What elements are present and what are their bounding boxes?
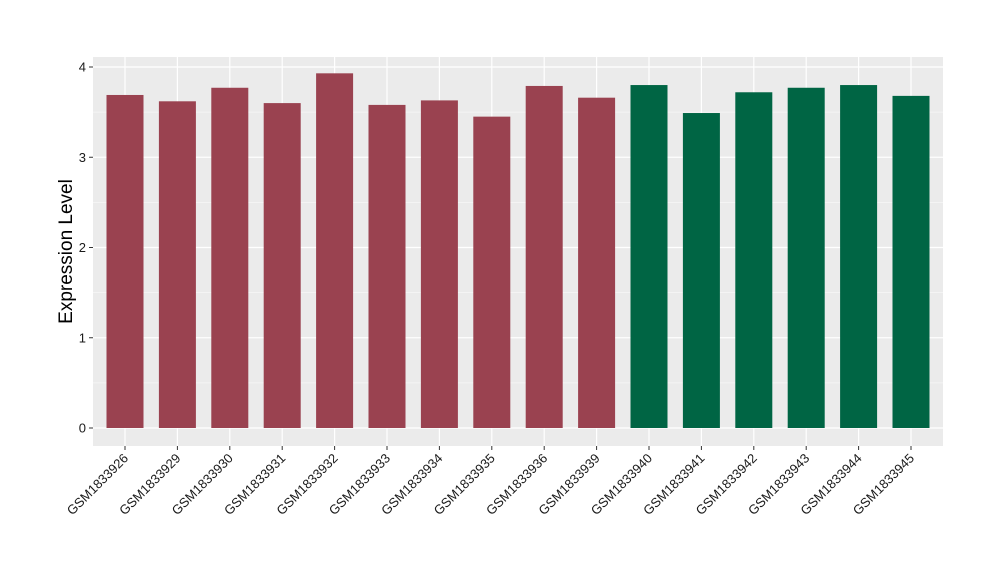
- bar-GSM1833926: [106, 94, 144, 428]
- bar-GSM1833943: [787, 87, 825, 428]
- y-axis-title: Expression Level: [56, 179, 77, 324]
- bar-GSM1833945: [892, 95, 930, 428]
- bar-GSM1833936: [525, 85, 563, 428]
- y-tick-label: 0: [79, 421, 86, 436]
- bar-GSM1833935: [473, 116, 511, 428]
- y-tick-label: 2: [79, 240, 86, 255]
- bar-GSM1833942: [735, 92, 773, 429]
- y-tick-label: 1: [79, 330, 86, 345]
- bar-GSM1833939: [578, 97, 616, 428]
- y-tick-label: 4: [79, 60, 86, 75]
- x-axis: GSM1833926GSM1833929GSM1833930GSM1833931…: [64, 446, 917, 518]
- bar-GSM1833930: [211, 87, 249, 428]
- bar-GSM1833934: [420, 100, 458, 428]
- bar-GSM1833932: [316, 73, 354, 428]
- y-tick-label: 3: [79, 150, 86, 165]
- bar-GSM1833931: [263, 103, 301, 428]
- bar-GSM1833941: [682, 113, 720, 428]
- bars: [106, 73, 930, 429]
- bar-GSM1833929: [158, 101, 196, 429]
- bar-GSM1833944: [840, 85, 878, 429]
- y-axis: 0 1 2 3 4: [79, 60, 93, 436]
- bar-GSM1833940: [630, 85, 668, 429]
- bar-GSM1833933: [368, 104, 406, 428]
